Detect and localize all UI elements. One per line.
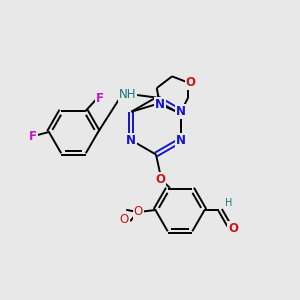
- Text: O: O: [120, 213, 129, 226]
- Text: O: O: [228, 222, 239, 235]
- Text: O: O: [134, 205, 143, 218]
- Text: O: O: [186, 76, 196, 89]
- Text: O: O: [155, 172, 166, 186]
- Text: NH: NH: [119, 88, 136, 101]
- Text: N: N: [176, 134, 186, 147]
- Text: N: N: [155, 98, 165, 111]
- Text: N: N: [126, 134, 136, 147]
- Text: F: F: [96, 92, 104, 105]
- Text: H: H: [225, 197, 232, 208]
- Text: N: N: [176, 105, 186, 118]
- Text: F: F: [29, 130, 37, 143]
